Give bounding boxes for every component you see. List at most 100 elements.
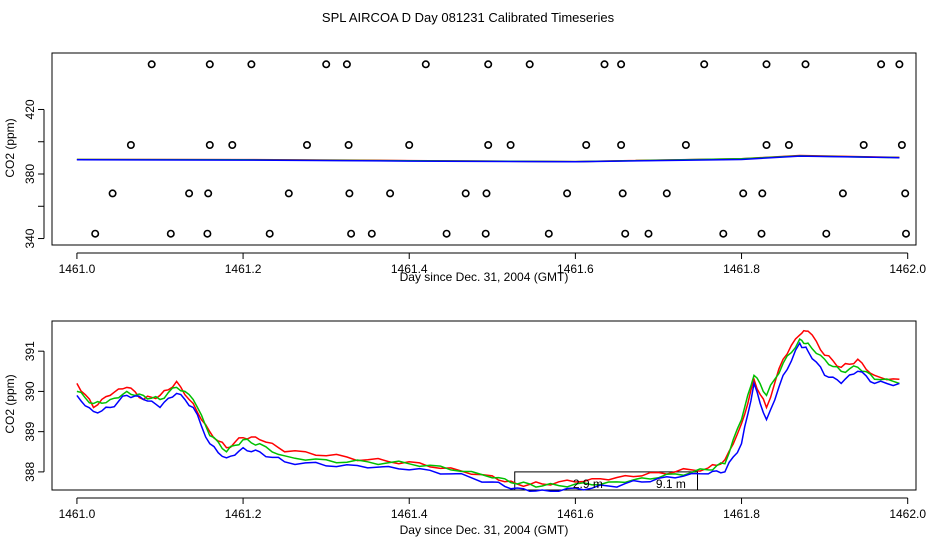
calibration-point xyxy=(700,60,709,69)
calibration-point xyxy=(421,60,430,69)
calibration-point xyxy=(481,229,490,238)
top-y-tick-label: 420 xyxy=(23,99,37,119)
bottom-x-axis-label: Day since Dec. 31, 2004 (GMT) xyxy=(400,523,569,537)
top-plot-axes: 1461.0 1461.2 1461.4 1461.6 1461.8 1462.0 340 3… xyxy=(23,99,926,276)
calibration-point xyxy=(897,141,906,150)
calibration-point xyxy=(205,141,214,150)
calibration-point xyxy=(482,189,491,198)
top-x-tick-label: 1461.0 xyxy=(59,262,96,276)
top-plot-marks xyxy=(76,60,910,238)
bottom-y-tick-label: 389 xyxy=(23,421,37,441)
bottom-y-tick-label: 390 xyxy=(23,381,37,401)
calibration-point xyxy=(405,141,414,150)
calibration-point xyxy=(895,60,904,69)
inlet-height-label: 2.9 m xyxy=(573,477,603,491)
bottom-panel: 2.9 m 9.1 m 1461.0 1461.2 1461.4 1461.6 1461.… xyxy=(3,320,926,537)
calibration-point xyxy=(342,60,351,69)
top-y-axis-label: CO2 (ppm) xyxy=(3,118,17,177)
calibration-point xyxy=(758,189,767,198)
calibration-point xyxy=(838,189,847,198)
calibration-point xyxy=(108,189,117,198)
calibration-point xyxy=(719,229,728,238)
calibration-point xyxy=(228,141,237,150)
top-plot-frame xyxy=(51,52,917,246)
bottom-plot-frame xyxy=(51,320,917,491)
calibration-point xyxy=(91,229,100,238)
bottom-y-axis-label: CO2 (ppm) xyxy=(3,374,17,433)
inlet-annotation-box xyxy=(514,471,699,491)
calibration-point xyxy=(801,60,810,69)
calibration-point xyxy=(621,229,630,238)
top-x-axis-label: Day since Dec. 31, 2004 (GMT) xyxy=(400,270,569,284)
figure-title: SPL AIRCOA D Day 081231 Calibrated Times… xyxy=(322,10,615,25)
calibration-point xyxy=(901,229,910,238)
calibration-point xyxy=(322,60,331,69)
calibration-point xyxy=(582,141,591,150)
top-panel: 1461.0 1461.2 1461.4 1461.6 1461.8 1462.0 340 3… xyxy=(3,52,926,284)
calibration-point xyxy=(617,60,626,69)
calibration-point xyxy=(147,60,156,69)
bottom-series-line-red xyxy=(76,329,900,488)
calibration-point xyxy=(762,141,771,150)
calibration-point xyxy=(484,60,493,69)
calibration-point xyxy=(600,60,609,69)
bottom-x-tick-label: 1461.8 xyxy=(723,507,760,521)
calibration-point xyxy=(302,141,311,150)
calibration-point xyxy=(525,60,534,69)
calibration-point xyxy=(461,189,470,198)
bottom-y-tick-label: 388 xyxy=(23,462,37,482)
top-y-tick-label: 340 xyxy=(23,228,37,248)
calibration-point xyxy=(204,189,213,198)
calibration-point xyxy=(247,60,256,69)
top-series-line-blue xyxy=(76,155,900,163)
calibration-point xyxy=(563,189,572,198)
calibration-point xyxy=(757,229,766,238)
calibration-point xyxy=(205,60,214,69)
calibration-point xyxy=(506,141,515,150)
top-x-tick-label: 1461.4 xyxy=(391,262,428,276)
calibration-point xyxy=(784,141,793,150)
calibration-point xyxy=(166,229,175,238)
top-y-tick-label: 380 xyxy=(23,164,37,184)
calibration-point xyxy=(367,229,376,238)
calibration-point xyxy=(347,229,356,238)
calibration-point xyxy=(901,189,910,198)
calibration-point xyxy=(618,189,627,198)
calibration-point xyxy=(822,229,831,238)
bottom-series-line-green xyxy=(76,338,900,488)
inlet-height-label: 9.1 m xyxy=(656,477,686,491)
calibration-point xyxy=(644,229,653,238)
bottom-x-tick-label: 1462.0 xyxy=(889,507,926,521)
bottom-series-line-blue xyxy=(76,341,900,493)
calibration-point xyxy=(265,229,274,238)
top-x-tick-label: 1461.6 xyxy=(557,262,594,276)
bottom-x-tick-label: 1461.2 xyxy=(225,507,262,521)
calibration-point xyxy=(617,141,626,150)
calibration-point xyxy=(484,141,493,150)
bottom-x-tick-label: 1461.4 xyxy=(391,507,428,521)
calibration-point xyxy=(681,141,690,150)
calibration-point xyxy=(284,189,293,198)
calibration-point xyxy=(859,141,868,150)
calibration-point xyxy=(345,189,354,198)
calibration-point xyxy=(877,60,886,69)
calibration-point xyxy=(762,60,771,69)
calibration-point xyxy=(662,189,671,198)
calibration-point xyxy=(386,189,395,198)
bottom-plot-axes: 1461.0 1461.2 1461.4 1461.6 1461.8 1462.0 388 3… xyxy=(23,341,926,521)
bottom-x-tick-label: 1461.6 xyxy=(557,507,594,521)
bottom-x-tick-label: 1461.0 xyxy=(59,507,96,521)
bottom-plot-marks: 2.9 m 9.1 m xyxy=(76,329,900,493)
calibration-point xyxy=(126,141,135,150)
calibration-point xyxy=(203,229,212,238)
calibration-point xyxy=(739,189,748,198)
bottom-y-tick-label: 391 xyxy=(23,341,37,361)
top-x-tick-label: 1462.0 xyxy=(889,262,926,276)
calibration-point xyxy=(544,229,553,238)
calibration-point xyxy=(442,229,451,238)
calibration-point xyxy=(344,141,353,150)
calibration-point xyxy=(185,189,194,198)
top-x-tick-label: 1461.2 xyxy=(225,262,262,276)
top-x-tick-label: 1461.8 xyxy=(723,262,760,276)
